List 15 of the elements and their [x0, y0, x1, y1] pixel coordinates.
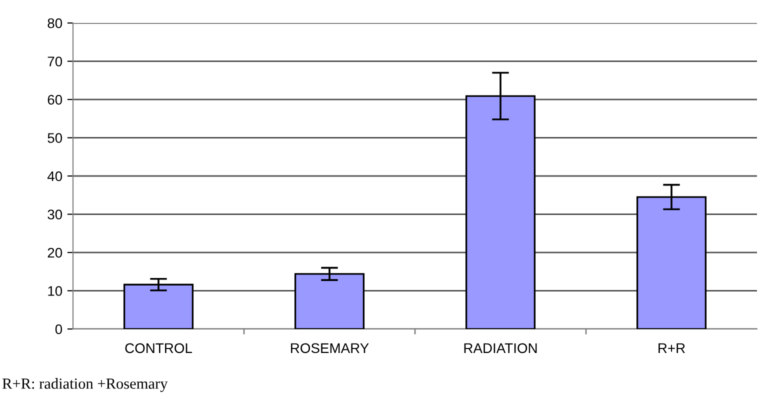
- y-tick-label: 70: [48, 56, 62, 66]
- y-tick-label: 80: [48, 18, 62, 28]
- text: R+R: radiation +Rosemary: [2, 378, 168, 392]
- y-tick-label: 0: [55, 324, 62, 334]
- y-tick-label: 30: [48, 210, 62, 220]
- y-tick-label: 60: [48, 94, 62, 105]
- x-tick-label: ROSEMARY: [291, 343, 369, 354]
- x-tick-label: RADIATION: [464, 343, 537, 354]
- x-tick-label: CONTROL: [125, 343, 192, 354]
- bar: [123, 284, 194, 329]
- y-tick-label: 20: [48, 248, 62, 258]
- y-tick-label: 10: [48, 286, 62, 296]
- x-tick-label: R+R: [658, 343, 685, 353]
- y-tick-label: 40: [47, 171, 62, 182]
- y-tick-label: 50: [48, 133, 62, 143]
